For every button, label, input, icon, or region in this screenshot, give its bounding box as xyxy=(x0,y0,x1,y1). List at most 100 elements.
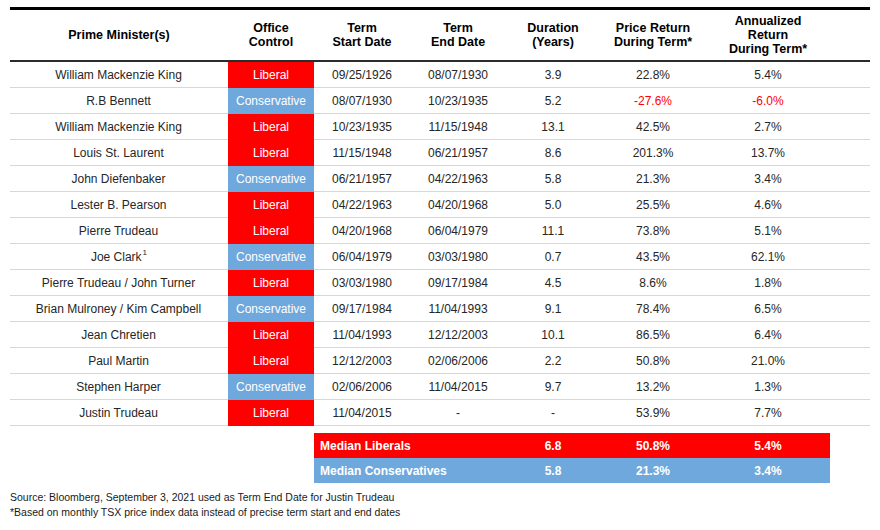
pm-name: William Mackenzie King xyxy=(55,68,182,82)
annualized-return-cell: 6.5% xyxy=(706,296,830,322)
median-conservatives-row: Median Conservatives 5.8 21.3% 3.4% xyxy=(314,458,830,483)
pm-name: Joe Clark xyxy=(91,250,142,264)
term-start-cell: 06/21/1957 xyxy=(314,166,410,192)
duration-cell: 0.7 xyxy=(506,244,600,270)
term-start-cell: 11/04/1993 xyxy=(314,322,410,348)
term-end-cell: 11/04/2015 xyxy=(410,374,506,400)
price-return-cell: 53.9% xyxy=(600,400,706,426)
table-row: Joe Clark1 Conservative 06/04/1979 03/03… xyxy=(10,244,870,270)
pm-name-cell: William Mackenzie King xyxy=(10,114,228,140)
median-conservatives-price-return: 21.3% xyxy=(600,464,706,478)
source-footnote: Source: Bloomberg, September 3, 2021 use… xyxy=(10,490,880,505)
pm-name-cell: Joe Clark1 xyxy=(10,244,228,270)
duration-cell: 8.6 xyxy=(506,140,600,166)
pm-name: R.B Bennett xyxy=(86,94,151,108)
row-filler xyxy=(830,218,870,244)
pm-name: Louis St. Laurent xyxy=(73,146,164,160)
table-row: Stephen Harper Conservative 02/06/2006 1… xyxy=(10,374,870,400)
party-cell: Liberal xyxy=(228,62,314,88)
price-return-cell: 50.8% xyxy=(600,348,706,374)
price-return-cell: 86.5% xyxy=(600,322,706,348)
pm-name: Lester B. Pearson xyxy=(70,198,166,212)
price-return-cell: 78.4% xyxy=(600,296,706,322)
term-end-cell: 10/23/1935 xyxy=(410,88,506,114)
table-row: Brian Mulroney / Kim Campbell Conservati… xyxy=(10,296,870,322)
col-header-term-end-date: Term End Date xyxy=(410,21,506,49)
pm-name: William Mackenzie King xyxy=(55,120,182,134)
table-row: Justin Trudeau Liberal 11/04/2015 - - 53… xyxy=(10,400,870,426)
table-row: Pierre Trudeau Liberal 04/20/1968 06/04/… xyxy=(10,218,870,244)
median-conservatives-label: Median Conservatives xyxy=(314,464,506,478)
col-header-office-control: Office Control xyxy=(228,21,314,49)
pm-name-cell: Justin Trudeau xyxy=(10,400,228,426)
annualized-return-cell: 6.4% xyxy=(706,322,830,348)
row-filler xyxy=(830,62,870,88)
median-liberals-row: Median Liberals 6.8 50.8% 5.4% xyxy=(314,433,830,458)
table-row: John Diefenbaker Conservative 06/21/1957… xyxy=(10,166,870,192)
term-end-cell: 09/17/1984 xyxy=(410,270,506,296)
pm-name: Paul Martin xyxy=(88,354,149,368)
pm-name-cell: Pierre Trudeau xyxy=(10,218,228,244)
party-cell: Liberal xyxy=(228,114,314,140)
pm-name-cell: Lester B. Pearson xyxy=(10,192,228,218)
table-row: William Mackenzie King Liberal 09/25/192… xyxy=(10,62,870,88)
term-end-cell: 02/06/2006 xyxy=(410,348,506,374)
term-start-cell: 12/12/2003 xyxy=(314,348,410,374)
duration-cell: 9.7 xyxy=(506,374,600,400)
table-row: Pierre Trudeau / John Turner Liberal 03/… xyxy=(10,270,870,296)
term-end-cell: 11/15/1948 xyxy=(410,114,506,140)
row-filler xyxy=(830,374,870,400)
pm-name-cell: Louis St. Laurent xyxy=(10,140,228,166)
duration-cell: 5.2 xyxy=(506,88,600,114)
term-end-cell: 12/12/2003 xyxy=(410,322,506,348)
price-return-cell: 43.5% xyxy=(600,244,706,270)
duration-cell: 11.1 xyxy=(506,218,600,244)
pm-name-cell: R.B Bennett xyxy=(10,88,228,114)
duration-cell: 4.5 xyxy=(506,270,600,296)
annualized-return-cell: 5.4% xyxy=(706,62,830,88)
term-end-cell: 06/04/1979 xyxy=(410,218,506,244)
pm-name: Brian Mulroney / Kim Campbell xyxy=(36,302,201,316)
annualized-return-cell: 4.6% xyxy=(706,192,830,218)
party-cell: Liberal xyxy=(228,218,314,244)
median-liberals-annualized-return: 5.4% xyxy=(706,439,830,453)
duration-cell: 9.1 xyxy=(506,296,600,322)
asterisk-footnote: *Based on monthly TSX price index data i… xyxy=(10,505,880,520)
table-row: William Mackenzie King Liberal 10/23/193… xyxy=(10,114,870,140)
duration-cell: 5.0 xyxy=(506,192,600,218)
term-end-cell: 03/03/1980 xyxy=(410,244,506,270)
col-header-annualized-return: Annualized Return During Term* xyxy=(706,14,830,56)
col-header-price-return: Price Return During Term* xyxy=(600,21,706,49)
annualized-return-cell: -6.0% xyxy=(706,88,830,114)
median-conservatives-annualized-return: 3.4% xyxy=(706,464,830,478)
term-start-cell: 11/04/2015 xyxy=(314,400,410,426)
table-body: William Mackenzie King Liberal 09/25/192… xyxy=(10,62,870,426)
row-filler xyxy=(830,244,870,270)
median-liberals-duration: 6.8 xyxy=(506,439,600,453)
median-liberals-price-return: 50.8% xyxy=(600,439,706,453)
footnotes: Source: Bloomberg, September 3, 2021 use… xyxy=(10,490,880,520)
party-cell: Liberal xyxy=(228,348,314,374)
pm-name: Stephen Harper xyxy=(76,380,161,394)
term-start-cell: 10/23/1935 xyxy=(314,114,410,140)
price-return-cell: 13.2% xyxy=(600,374,706,400)
term-end-cell: 08/07/1930 xyxy=(410,62,506,88)
pm-name-cell: Stephen Harper xyxy=(10,374,228,400)
party-cell: Liberal xyxy=(228,270,314,296)
table-row: Jean Chretien Liberal 11/04/1993 12/12/2… xyxy=(10,322,870,348)
pm-name-cell: William Mackenzie King xyxy=(10,62,228,88)
price-return-cell: -27.6% xyxy=(600,88,706,114)
pm-name: John Diefenbaker xyxy=(71,172,165,186)
duration-cell: 13.1 xyxy=(506,114,600,140)
party-cell: Liberal xyxy=(228,322,314,348)
row-filler xyxy=(830,192,870,218)
party-cell: Liberal xyxy=(228,400,314,426)
term-start-cell: 03/03/1980 xyxy=(314,270,410,296)
duration-cell: 2.2 xyxy=(506,348,600,374)
price-return-cell: 42.5% xyxy=(600,114,706,140)
annualized-return-cell: 13.7% xyxy=(706,140,830,166)
term-end-cell: 04/20/1968 xyxy=(410,192,506,218)
annualized-return-cell: 3.4% xyxy=(706,166,830,192)
pm-returns-table: Prime Minister(s) Office Control Term St… xyxy=(10,7,870,483)
term-end-cell: 04/22/1963 xyxy=(410,166,506,192)
